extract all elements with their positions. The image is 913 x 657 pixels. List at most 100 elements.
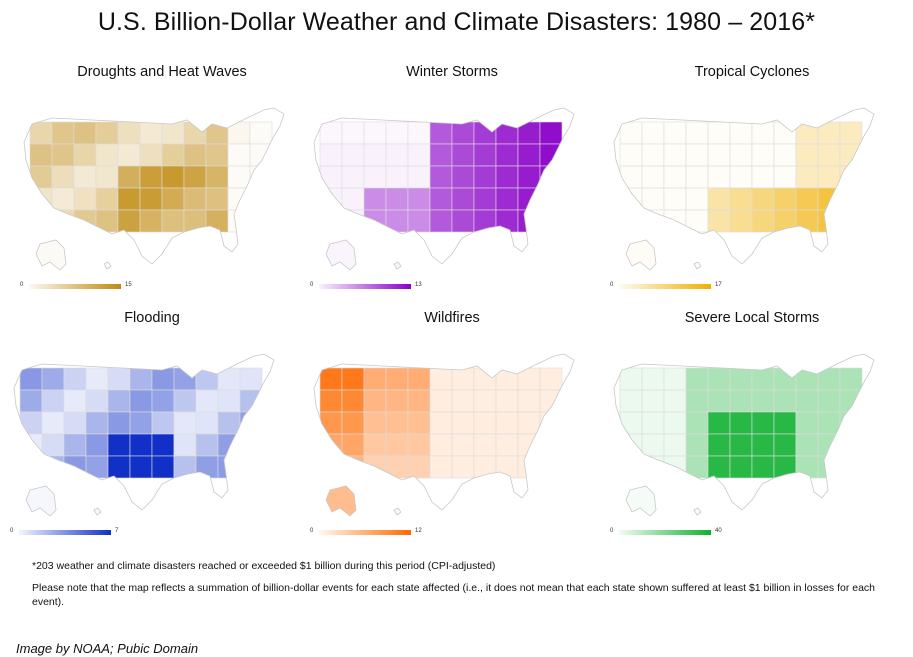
state-region (641, 411, 665, 435)
state-region (685, 121, 709, 145)
state-region (239, 411, 263, 435)
state-region (151, 389, 175, 413)
state-region (685, 143, 709, 167)
state-region (319, 143, 343, 167)
state-region (773, 411, 797, 435)
state-region (117, 187, 141, 211)
state-region (51, 209, 75, 233)
state-region (473, 121, 497, 145)
state-region (517, 389, 541, 413)
state-region (539, 433, 563, 457)
state-region (429, 455, 453, 479)
legend-max: 40 (715, 528, 722, 534)
state-region (429, 143, 453, 167)
us-outline (313, 107, 575, 265)
state-region (495, 143, 519, 167)
state-region (663, 433, 687, 457)
panel-title-tropical-cyclones: Tropical Cyclones (694, 64, 810, 80)
legend-min: 0 (10, 528, 14, 534)
state-region (19, 455, 43, 479)
state-region (707, 209, 731, 233)
state-region (29, 143, 53, 167)
state-region (139, 121, 163, 145)
state-region (729, 209, 753, 233)
state-region (319, 455, 343, 479)
state-region (161, 209, 185, 233)
state-region (249, 165, 273, 189)
alaska-shape (35, 239, 67, 271)
state-region (619, 455, 643, 479)
state-region (539, 411, 563, 435)
state-region (151, 411, 175, 435)
legend-severe-local-storms: 0 40 (610, 526, 730, 540)
state-region (451, 411, 475, 435)
state-region (385, 367, 409, 391)
state-region (773, 367, 797, 391)
state-region (41, 367, 65, 391)
state-region (751, 455, 775, 479)
state-region (839, 433, 863, 457)
legend-color-bar (319, 284, 411, 289)
state-region (495, 165, 519, 189)
state-region (619, 209, 643, 233)
state-region (729, 433, 753, 457)
state-region (407, 165, 431, 189)
state-region (249, 209, 273, 233)
legend-max: 7 (115, 528, 119, 534)
us-outline (13, 353, 275, 511)
state-region (161, 121, 185, 145)
state-region (319, 411, 343, 435)
state-region (495, 411, 519, 435)
state-region (385, 165, 409, 189)
state-region (227, 165, 251, 189)
state-region (407, 187, 431, 211)
state-region (685, 367, 709, 391)
panel-tropical-cyclones: Tropical Cyclones 0 17 (602, 64, 902, 296)
state-region (319, 187, 343, 211)
state-region (407, 367, 431, 391)
page-title: U.S. Billion-Dollar Weather and Climate … (97, 8, 816, 36)
state-region (73, 143, 97, 167)
state-region (729, 187, 753, 211)
state-region (107, 411, 131, 435)
choropleth-map-droughts (23, 107, 285, 271)
state-region (685, 209, 709, 233)
state-region (249, 187, 273, 211)
state-region (817, 455, 841, 479)
state-region (663, 143, 687, 167)
state-region (385, 389, 409, 413)
state-region (685, 433, 709, 457)
state-region (751, 187, 775, 211)
state-region (473, 165, 497, 189)
state-region (817, 209, 841, 233)
state-region (839, 209, 863, 233)
state-region (751, 411, 775, 435)
state-region (183, 187, 207, 211)
state-region (51, 143, 75, 167)
state-region (429, 433, 453, 457)
state-region (707, 165, 731, 189)
state-region (95, 165, 119, 189)
hawaii-shape (103, 261, 112, 270)
us-outline (613, 353, 875, 511)
state-region (619, 433, 643, 457)
state-region (195, 433, 219, 457)
state-region (451, 143, 475, 167)
state-region (195, 389, 219, 413)
state-region (385, 121, 409, 145)
state-region (619, 143, 643, 167)
legend-color-bar (19, 530, 111, 535)
state-region (729, 121, 753, 145)
state-region (429, 209, 453, 233)
legend-max: 12 (415, 528, 422, 534)
state-region (363, 187, 387, 211)
state-region (817, 165, 841, 189)
legend-max: 15 (125, 282, 132, 288)
state-region (341, 433, 365, 457)
state-region (795, 165, 819, 189)
hawaii-shape (393, 261, 402, 270)
state-region (107, 389, 131, 413)
state-region (161, 187, 185, 211)
alaska-shape (625, 239, 657, 271)
legend-color-bar (29, 284, 121, 289)
